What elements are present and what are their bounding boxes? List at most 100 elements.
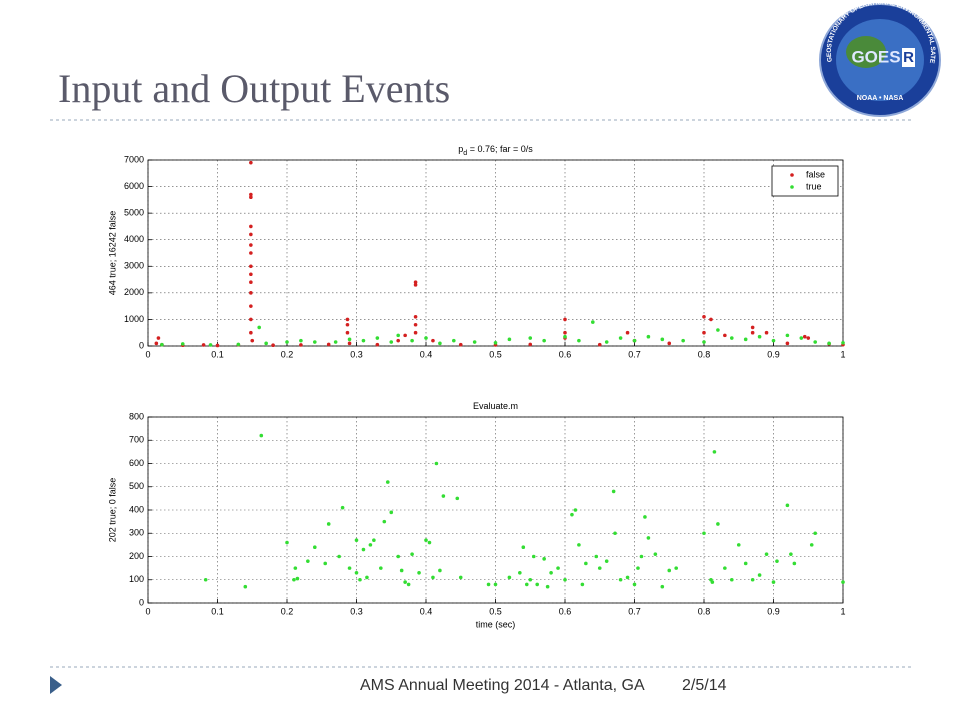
y-tick-label: 1000 [124,314,144,324]
data-point [667,568,672,573]
y-tick-label: 800 [129,411,144,421]
data-point [710,580,715,584]
x-tick-label: 0.1 [211,349,224,359]
data-point [361,338,366,343]
data-point [757,334,762,339]
data-point [406,582,411,587]
data-point [340,505,345,510]
data-point [249,304,253,308]
data-point [597,566,602,570]
logo-letter: R [903,49,914,66]
y-tick-label: 500 [129,481,144,491]
data-point [156,336,161,340]
data-point [438,568,442,573]
data-point [396,333,401,338]
data-point [345,330,350,335]
data-point [403,580,407,584]
data-point [323,561,328,566]
data-point [243,584,248,589]
data-point [361,547,366,552]
data-point [702,330,706,335]
data-point [257,325,262,330]
data-point [259,433,264,438]
data-point [358,577,362,582]
data-point [434,461,439,466]
data-point [250,338,255,343]
data-point [542,338,546,343]
data-point [813,340,817,344]
data-point [577,543,581,547]
data-point [292,577,296,582]
data-point [354,570,359,575]
data-point [570,512,574,517]
data-point [764,330,769,335]
title-part: = 0.76; far = 0/s [467,144,533,154]
data-point [702,340,706,344]
data-point [379,566,383,570]
data-point [299,338,303,343]
data-point [591,320,595,324]
data-point [427,540,432,545]
data-point [413,314,418,319]
data-point [249,280,253,285]
data-point [531,554,536,559]
slide-title: Input and Output Events [58,66,450,111]
data-point [431,338,435,343]
y-tick-label: 200 [129,551,144,561]
data-point [577,338,581,343]
data-point [396,554,401,559]
data-point [345,322,350,327]
legend-box [771,165,839,197]
data-point [382,519,387,524]
data-point [458,342,463,347]
y-tick-label: 3000 [124,261,144,271]
x-tick-label: 0.9 [767,349,780,359]
data-point [413,330,418,335]
data-point [486,582,491,587]
data-point [625,330,630,335]
data-point [613,531,617,536]
data-point [180,342,185,346]
x-tick-label: 0.6 [559,349,572,359]
y-tick-label: 700 [129,435,144,445]
data-point [208,343,213,347]
data-point [441,494,446,498]
data-point [809,543,814,547]
data-point [681,338,685,343]
data-point [507,337,512,342]
data-point [785,341,790,346]
logo-land [846,36,886,68]
data-point [580,582,585,587]
x-tick-label: 1 [840,349,845,359]
data-point [764,552,769,556]
data-point [493,582,498,587]
data-point [750,325,755,330]
x-tick-label: 0.5 [489,349,502,359]
y-tick-label: 300 [129,528,144,538]
data-point [716,328,720,332]
data-point [368,543,373,547]
data-point [841,580,845,584]
data-point [535,582,539,587]
data-point [493,341,498,345]
data-point [639,554,644,559]
legend-label: true [806,181,822,191]
data-point [625,575,630,580]
legend-marker [790,173,794,177]
data-point [771,580,776,584]
data-point [736,543,741,547]
data-point [285,540,289,545]
data-point [249,224,253,229]
data-point [249,192,253,197]
data-point [743,561,748,566]
data-point [573,508,578,512]
logo-box [902,48,915,67]
data-point [542,557,546,561]
data-point [660,584,665,589]
data-point [347,566,352,570]
x-tick-label: 0.3 [350,606,363,616]
x-tick-label: 0.1 [211,606,224,616]
data-point [549,570,553,575]
data-point [347,337,352,342]
